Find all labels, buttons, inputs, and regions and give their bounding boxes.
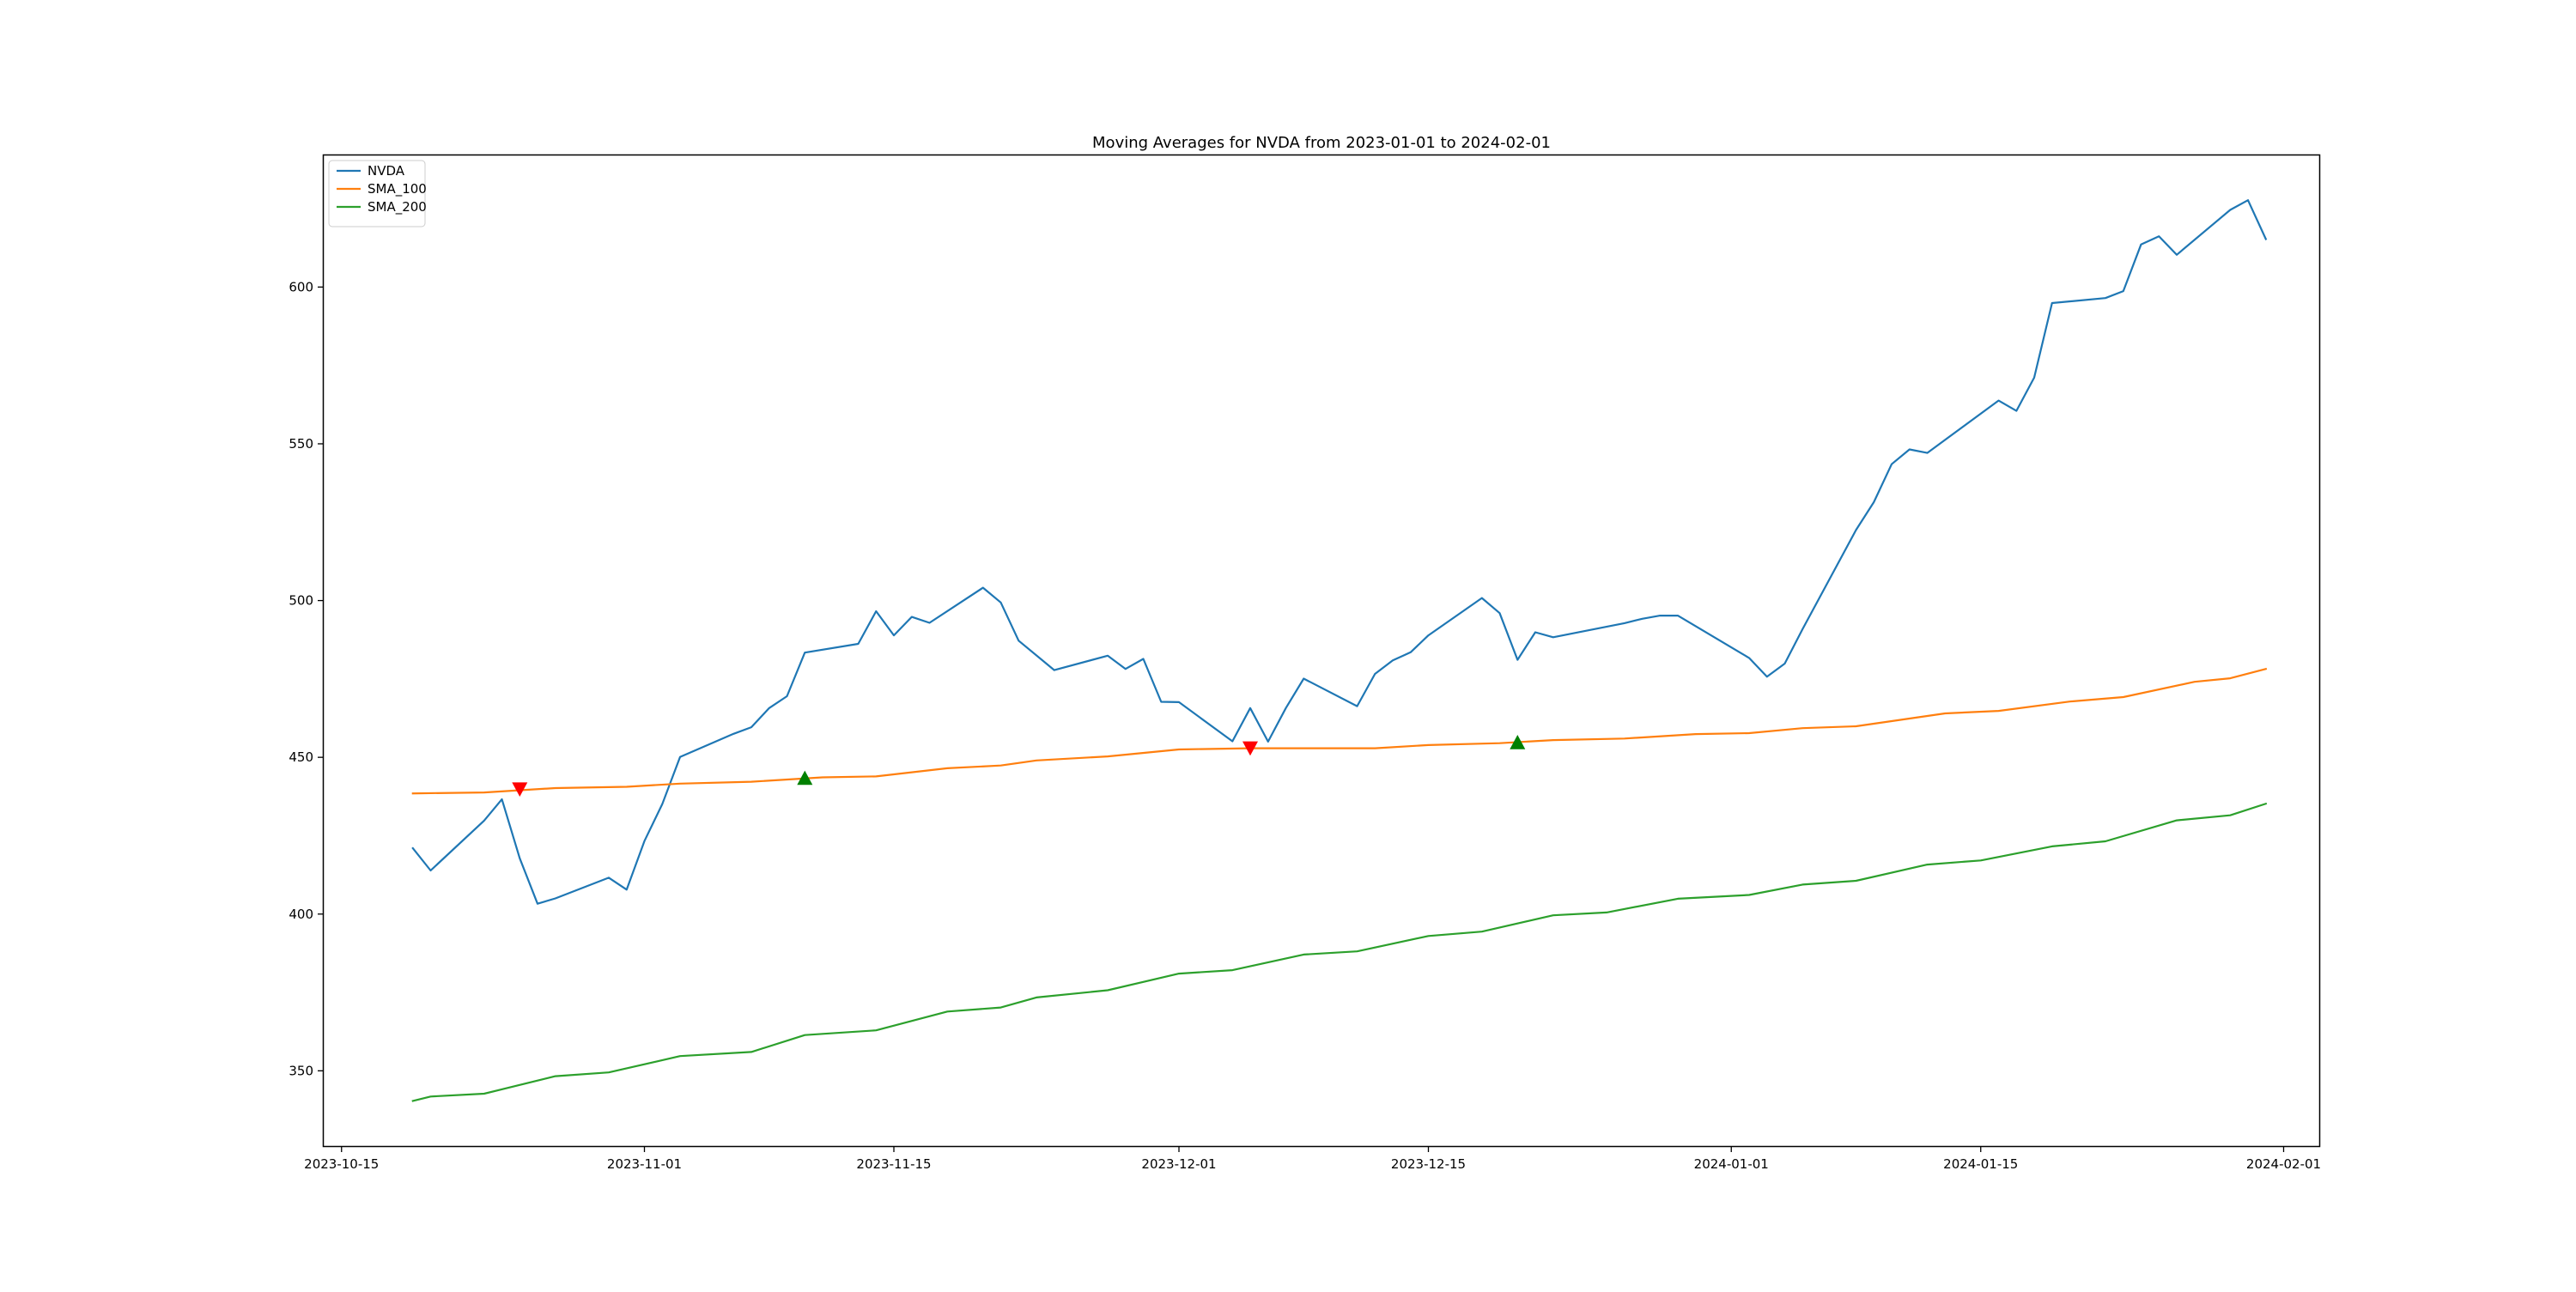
x-tick-label: 2023-12-01 [1141, 1156, 1216, 1172]
series-layer [411, 199, 2268, 1102]
marker-layer [512, 735, 1526, 797]
y-axis: 350 400 450 500 550 600 [289, 279, 324, 1078]
x-tick-label: 2024-01-15 [1943, 1156, 2018, 1172]
x-tick-label: 2023-10-15 [304, 1156, 379, 1172]
x-tick-label: 2023-11-15 [856, 1156, 931, 1172]
y-tick-label: 550 [289, 436, 313, 452]
legend-label: SMA_100 [368, 181, 427, 197]
chart-title: Moving Averages for NVDA from 2023-01-01… [1092, 134, 1551, 152]
legend: NVDA SMA_100 SMA_200 [328, 160, 427, 227]
y-tick-label: 500 [289, 593, 313, 609]
marker-sell-3 [1242, 741, 1258, 756]
x-tick-label: 2024-02-01 [2246, 1156, 2321, 1172]
y-tick-label: 400 [289, 907, 313, 922]
series-line-sma-100 [411, 667, 2268, 795]
series-line-nvda [411, 199, 2268, 905]
marker-buy-2 [797, 770, 813, 786]
plot-frame [322, 154, 2321, 1148]
y-tick-label: 450 [289, 749, 313, 765]
legend-box [328, 160, 426, 227]
y-tick-label: 600 [289, 279, 313, 294]
marker-buy-4 [1510, 735, 1526, 749]
x-tick-label: 2024-01-01 [1694, 1156, 1769, 1172]
legend-label: NVDA [368, 163, 405, 179]
marker-sell-1 [512, 782, 528, 797]
x-axis: 2023-10-15 2023-11-01 2023-11-15 2023-12-01… [304, 1146, 2321, 1172]
y-tick-label: 350 [289, 1063, 313, 1078]
x-tick-label: 2023-11-01 [607, 1156, 682, 1172]
x-tick-label: 2023-12-15 [1391, 1156, 1466, 1172]
series-line-sma-200 [411, 802, 2268, 1102]
legend-label: SMA_200 [368, 199, 427, 215]
